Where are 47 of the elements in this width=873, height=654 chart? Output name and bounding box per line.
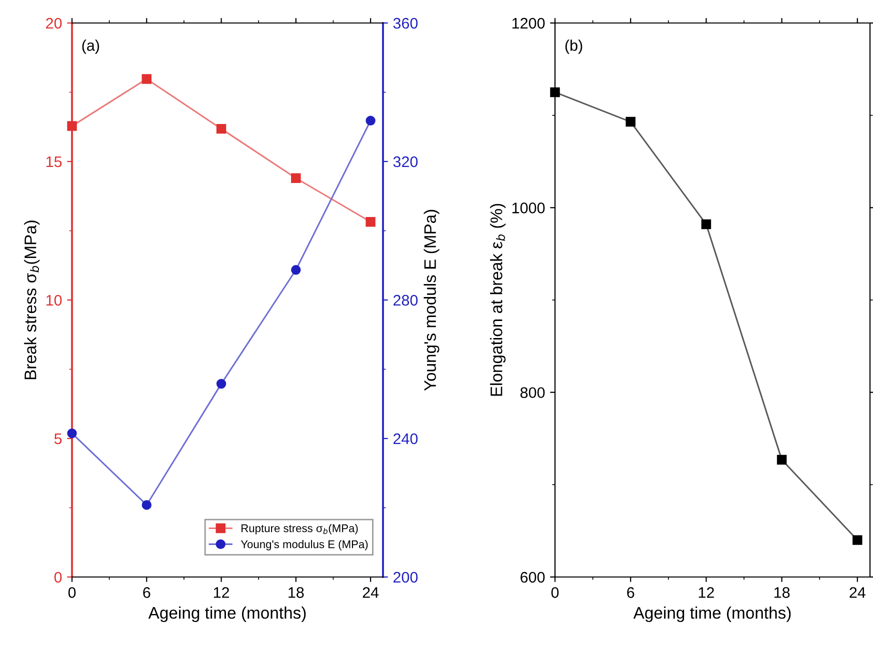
x-axis-title: Ageing time (months) bbox=[148, 606, 306, 622]
annotation: (a) bbox=[82, 40, 100, 54]
y-tick-label: 800 bbox=[520, 387, 545, 398]
point bbox=[626, 116, 636, 127]
point bbox=[291, 173, 301, 183]
y-tick-label: 15 bbox=[46, 156, 62, 168]
point bbox=[216, 124, 226, 134]
y-tick-label: 1000 bbox=[512, 202, 545, 214]
y-axis-title: Break stress σ$_{b}$(MPa) bbox=[24, 220, 40, 380]
y-tick-label: 0 bbox=[54, 572, 62, 583]
y2-tick-label: 320 bbox=[393, 156, 418, 168]
annotation: (b) bbox=[565, 40, 582, 54]
point bbox=[291, 265, 301, 275]
point bbox=[366, 217, 376, 227]
x-tick-label: 24 bbox=[362, 587, 379, 598]
x-tick-label: 6 bbox=[143, 587, 150, 598]
y2-tick-label: 240 bbox=[393, 433, 418, 444]
x-tick-label: 0 bbox=[68, 587, 76, 598]
point bbox=[67, 428, 77, 438]
y2-tick-label: 360 bbox=[393, 18, 418, 29]
x-tick-label: 24 bbox=[850, 587, 866, 598]
point bbox=[142, 74, 152, 84]
x-tick-label: 18 bbox=[774, 587, 790, 598]
point bbox=[701, 219, 712, 230]
legend-label: Young's modulus E (MPa) bbox=[240, 540, 368, 550]
legend-label: Rupture stress σ$_{b}$(MPa) bbox=[242, 524, 358, 534]
y-tick-label: 5 bbox=[54, 434, 62, 444]
y-tick-label: 10 bbox=[46, 294, 62, 306]
x-axis-title: Ageing time (months) bbox=[633, 606, 791, 622]
y2-tick-label: 200 bbox=[393, 572, 418, 583]
y2-tick-label: 280 bbox=[393, 294, 418, 306]
x-tick-label: 18 bbox=[288, 587, 304, 598]
point bbox=[776, 454, 787, 465]
point bbox=[142, 500, 152, 510]
y-tick-label: 600 bbox=[520, 572, 545, 583]
y-axis-title: Elongation at break ε$_{b}$ (%) bbox=[490, 204, 506, 396]
x-tick-label: 0 bbox=[551, 587, 559, 598]
x-tick-label: 6 bbox=[627, 587, 634, 598]
point bbox=[852, 535, 862, 545]
x-tick-label: 12 bbox=[214, 587, 230, 598]
y-tick-label: 20 bbox=[46, 18, 62, 29]
point bbox=[366, 116, 376, 126]
y-tick-label: 1200 bbox=[512, 18, 545, 29]
point bbox=[550, 87, 560, 98]
x-tick-label: 12 bbox=[698, 587, 714, 598]
y2-axis-title: Young's moduls E (MPa) bbox=[424, 210, 440, 391]
point bbox=[216, 378, 226, 389]
